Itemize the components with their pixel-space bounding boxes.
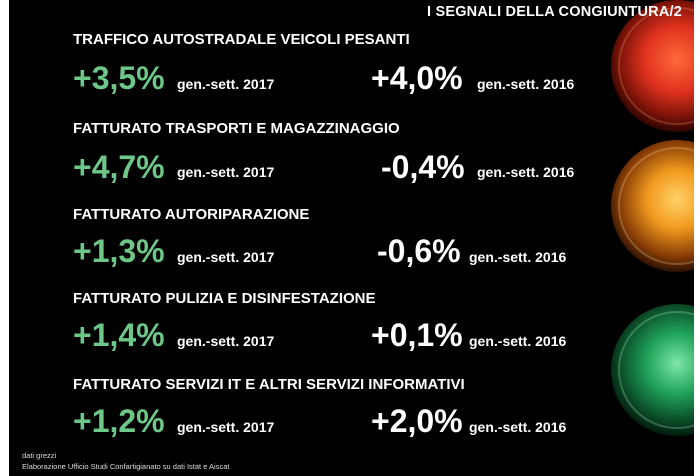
period-2017: gen.-sett. 2017	[177, 76, 275, 92]
value-2017: +1,4%	[73, 317, 165, 353]
value-2016: -0,4%	[381, 149, 465, 185]
period-2016: gen.-sett. 2016	[469, 249, 567, 265]
slide: I SEGNALI DELLA CONGIUNTURA/2 TRAFFICO A…	[9, 0, 694, 476]
period-2017: gen.-sett. 2017	[177, 249, 275, 265]
period-2017: gen.-sett. 2017	[177, 419, 275, 435]
value-2016: +4,0%	[371, 60, 463, 96]
value-2017: +4,7%	[73, 149, 165, 185]
page-title: I SEGNALI DELLA CONGIUNTURA/2	[427, 4, 682, 20]
indicator-heading: FATTURATO AUTORIPARAZIONE	[73, 206, 310, 223]
period-2016: gen.-sett. 2016	[469, 419, 567, 435]
indicator-heading: TRAFFICO AUTOSTRADALE VEICOLI PESANTI	[73, 31, 410, 48]
red-light-icon	[611, 0, 694, 132]
period-2017: gen.-sett. 2017	[177, 333, 275, 349]
traffic-light-icon	[611, 0, 694, 436]
period-2016: gen.-sett. 2016	[477, 76, 575, 92]
indicator-heading: FATTURATO TRASPORTI E MAGAZZINAGGIO	[73, 120, 400, 137]
footnote-source: Elaborazione Ufficio Studi Confartigiana…	[22, 462, 230, 471]
value-2016: -0,6%	[377, 233, 461, 269]
green-light-icon	[611, 304, 694, 436]
value-2016: +2,0%	[371, 403, 463, 439]
period-2016: gen.-sett. 2016	[469, 333, 567, 349]
value-2016: +0,1%	[371, 317, 463, 353]
amber-light-icon	[611, 140, 694, 272]
footnote-raw-data: dati grezzi	[22, 451, 57, 460]
value-2017: +1,3%	[73, 233, 165, 269]
indicator-heading: FATTURATO SERVIZI IT E ALTRI SERVIZI INF…	[73, 376, 465, 393]
period-2017: gen.-sett. 2017	[177, 164, 275, 180]
value-2017: +1,2%	[73, 403, 165, 439]
period-2016: gen.-sett. 2016	[477, 164, 575, 180]
indicator-heading: FATTURATO PULIZIA E DISINFESTAZIONE	[73, 290, 376, 307]
value-2017: +3,5%	[73, 60, 165, 96]
